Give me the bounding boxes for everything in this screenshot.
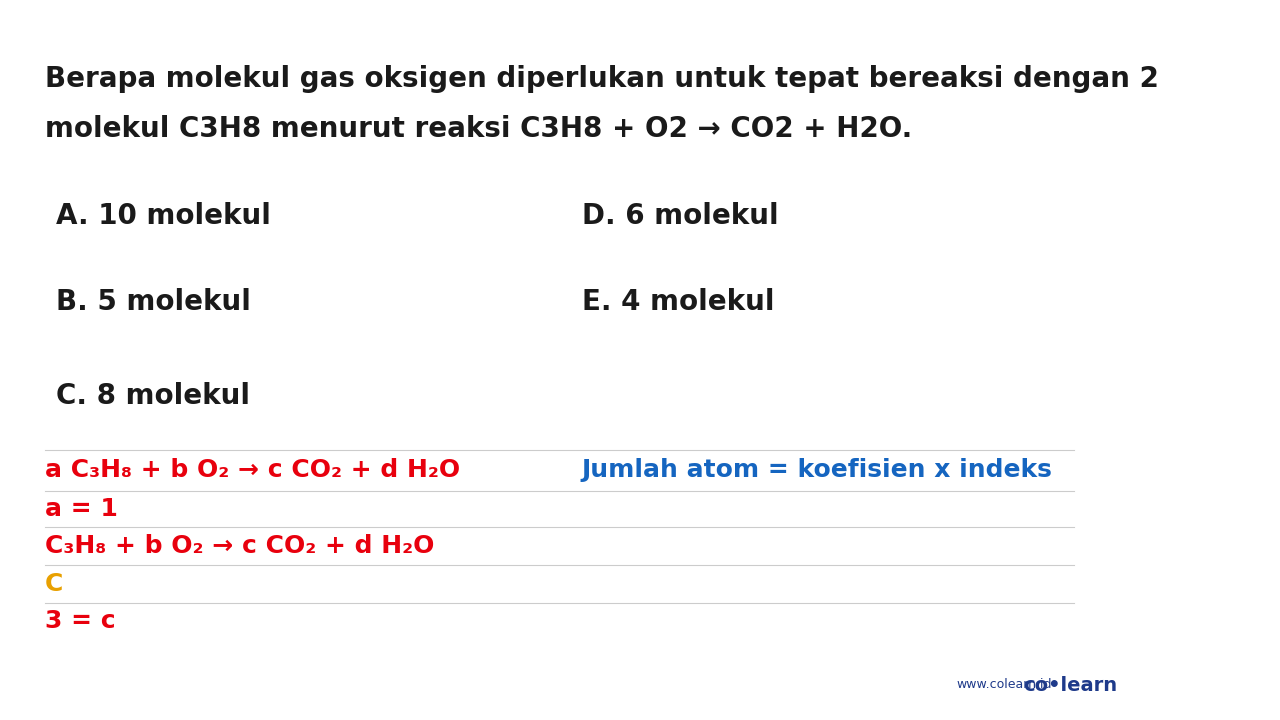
Text: C₃H₈ + b O₂ → c CO₂ + d H₂O: C₃H₈ + b O₂ → c CO₂ + d H₂O [45,534,434,559]
Text: molekul C3H8 menurut reaksi C3H8 + O2 → CO2 + H2O.: molekul C3H8 menurut reaksi C3H8 + O2 → … [45,115,911,143]
Text: 3 = c: 3 = c [45,609,115,634]
Text: D. 6 molekul: D. 6 molekul [581,202,778,230]
Text: E. 4 molekul: E. 4 molekul [581,288,774,316]
Text: B. 5 molekul: B. 5 molekul [56,288,251,316]
Text: Berapa molekul gas oksigen diperlukan untuk tepat bereaksi dengan 2: Berapa molekul gas oksigen diperlukan un… [45,65,1158,93]
Text: C: C [45,572,63,596]
Text: www.colearn.id: www.colearn.id [956,678,1052,691]
Text: a = 1: a = 1 [45,497,118,521]
Text: A. 10 molekul: A. 10 molekul [56,202,271,230]
Text: Jumlah atom = koefisien x indeks: Jumlah atom = koefisien x indeks [581,458,1052,482]
Text: a C₃H₈ + b O₂ → c CO₂ + d H₂O: a C₃H₈ + b O₂ → c CO₂ + d H₂O [45,458,460,482]
Text: co•learn: co•learn [1024,676,1117,695]
Text: C. 8 molekul: C. 8 molekul [56,382,250,410]
